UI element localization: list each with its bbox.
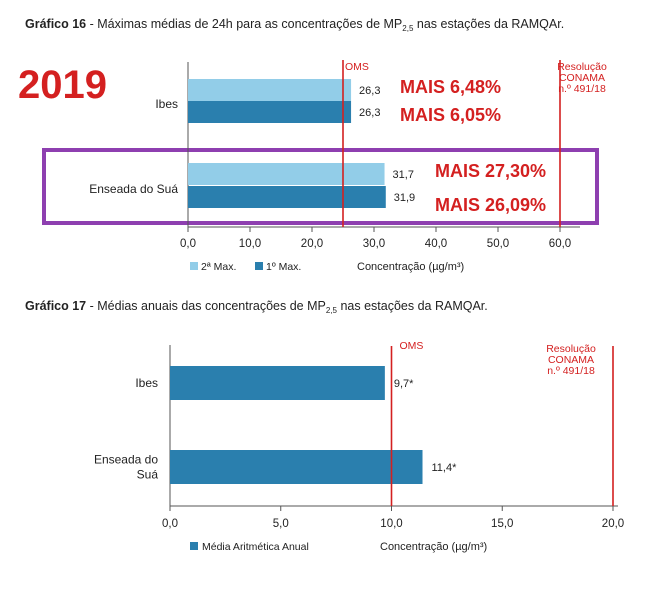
percent-annotation: MAIS 26,09% bbox=[435, 195, 546, 215]
x-tick-label: 60,0 bbox=[549, 238, 571, 250]
reference-line-label: CONAMA bbox=[548, 354, 594, 366]
data-label: 9,7* bbox=[394, 378, 414, 390]
x-tick-label: 15,0 bbox=[491, 518, 513, 530]
data-label: 31,9 bbox=[394, 192, 415, 204]
chart17-title-suffix: nas estações da RAMQAr. bbox=[337, 299, 488, 313]
category-label: Suá bbox=[137, 468, 159, 482]
x-tick-label: 0,0 bbox=[162, 518, 178, 530]
category-label: Enseada do bbox=[94, 453, 158, 467]
chart17-title-sub: 2,5 bbox=[326, 306, 338, 315]
chart16-title-prefix: Gráfico 16 bbox=[25, 17, 86, 31]
year-badge: 2019 bbox=[18, 63, 107, 107]
percent-annotation: MAIS 6,48% bbox=[400, 77, 501, 97]
chart16-title: Gráfico 16 - Máximas médias de 24h para … bbox=[25, 17, 564, 33]
legend-swatch bbox=[190, 542, 198, 550]
x-tick-label: 30,0 bbox=[363, 238, 385, 250]
x-tick-label: 0,0 bbox=[180, 238, 196, 250]
chart17-title-prefix: Gráfico 17 bbox=[25, 299, 86, 313]
x-tick-label: 10,0 bbox=[380, 518, 402, 530]
data-label: 11,4* bbox=[432, 462, 458, 474]
chart17-title-main: - Médias anuais das concentrações de MP bbox=[86, 299, 326, 313]
highlight-box bbox=[42, 148, 599, 225]
data-label: 31,7 bbox=[393, 169, 414, 181]
chart16-title-sub: 2,5 bbox=[402, 24, 414, 33]
data-label: 26,3 bbox=[359, 107, 380, 119]
reference-line-label: OMS bbox=[400, 340, 424, 352]
reference-line-label: OMS bbox=[345, 61, 369, 73]
chart16-title-suffix: nas estações da RAMQAr. bbox=[413, 17, 564, 31]
reference-line-label: n.º 491/18 bbox=[558, 83, 606, 95]
bar bbox=[188, 79, 352, 101]
x-tick-label: 5,0 bbox=[273, 518, 289, 530]
reference-line-label: Resolução bbox=[557, 61, 607, 73]
x-axis-label: Concentração (µg/m³) bbox=[357, 261, 464, 273]
legend-label: Média Aritmética Anual bbox=[202, 541, 309, 553]
percent-annotation: MAIS 6,05% bbox=[400, 105, 501, 125]
x-tick-label: 50,0 bbox=[487, 238, 509, 250]
legend-swatch bbox=[190, 262, 198, 270]
x-tick-label: 40,0 bbox=[425, 238, 447, 250]
x-tick-label: 20,0 bbox=[301, 238, 323, 250]
bar bbox=[170, 450, 423, 484]
data-label: 26,3 bbox=[359, 85, 380, 97]
reference-line-label: CONAMA bbox=[559, 72, 605, 84]
x-tick-label: 10,0 bbox=[239, 238, 261, 250]
legend-label: 2ª Max. bbox=[201, 261, 236, 273]
chart17-title: Gráfico 17 - Médias anuais das concentra… bbox=[25, 299, 488, 315]
category-label: Enseada do Suá bbox=[89, 182, 178, 196]
bar bbox=[170, 366, 385, 400]
legend-swatch bbox=[255, 262, 263, 270]
bar bbox=[188, 101, 352, 123]
reference-line-label: Resolução bbox=[546, 343, 596, 355]
chart16: Ibes 26,3 MAIS 6,48% 26,3 MAIS 6,05% Enseada … bbox=[42, 60, 607, 273]
percent-annotation: MAIS 27,30% bbox=[435, 161, 546, 181]
bar bbox=[188, 163, 385, 185]
reference-line-label: n.º 491/18 bbox=[547, 365, 595, 377]
bar bbox=[188, 186, 386, 208]
category-label: Ibes bbox=[135, 376, 158, 390]
category-label: Ibes bbox=[155, 97, 178, 111]
x-tick-label: 20,0 bbox=[602, 518, 624, 530]
x-axis-label: Concentração (µg/m³) bbox=[380, 541, 487, 553]
legend-label: 1º Max. bbox=[266, 261, 301, 273]
chart16-title-main: - Máximas médias de 24h para as concentr… bbox=[86, 17, 402, 31]
